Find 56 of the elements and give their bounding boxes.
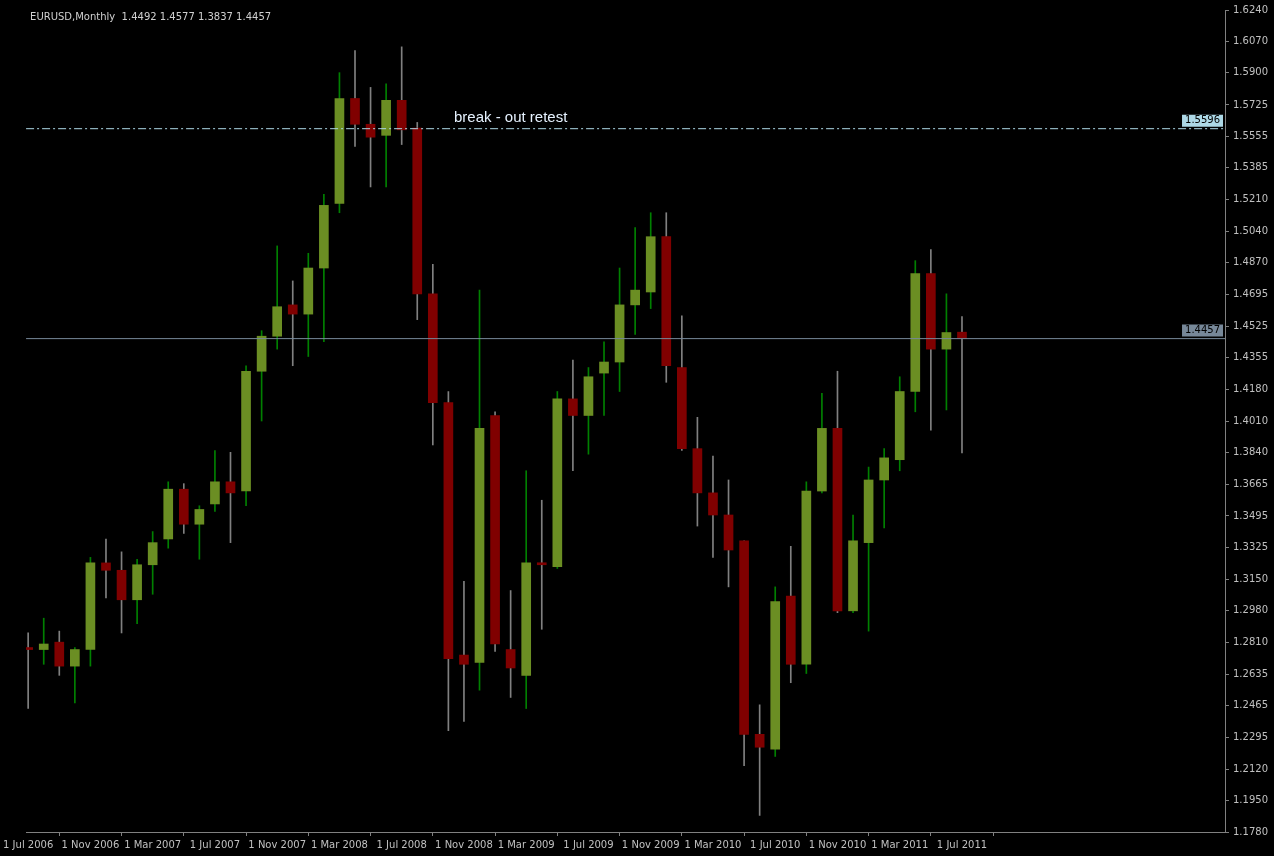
y-tick-label: 1.5725 xyxy=(1233,98,1269,110)
y-tick-label: 1.1780 xyxy=(1233,825,1269,837)
y-tick-label: 1.2980 xyxy=(1233,604,1269,616)
y-tick-label: 1.4525 xyxy=(1233,319,1269,331)
candlestick xyxy=(38,617,49,665)
y-tick-label: 1.2635 xyxy=(1233,668,1269,680)
y-tick-label: 1.5210 xyxy=(1233,193,1269,205)
annotation: break - out retest xyxy=(453,108,569,126)
y-tick-label: 1.6240 xyxy=(1233,3,1269,15)
chart-title: EURUSD,Monthly 1.4492 1.4577 1.3837 1.4457 xyxy=(30,10,272,22)
y-tick-label: 1.2810 xyxy=(1233,635,1269,647)
x-tick-label: 1 Jul 2011 xyxy=(936,838,988,850)
x-tick-label: 1 Nov 2008 xyxy=(435,838,493,850)
candlestick xyxy=(459,581,469,722)
x-tick-label: 1 Mar 2009 xyxy=(497,838,555,850)
y-tick-label: 1.1950 xyxy=(1233,794,1269,806)
candlestick xyxy=(568,359,578,472)
y-tick-label: 1.2465 xyxy=(1233,699,1269,711)
x-tick-label: 1 Jul 2010 xyxy=(750,838,801,850)
y-tick-label: 1.3840 xyxy=(1233,445,1269,457)
x-tick-label: 1 Nov 2009 xyxy=(621,838,680,850)
x-tick-label: 1 Jul 2007 xyxy=(189,838,241,850)
y-tick-label: 1.4355 xyxy=(1233,351,1269,363)
x-tick-label: 1 Mar 2011 xyxy=(871,838,929,850)
x-tick-label: 1 Nov 2007 xyxy=(248,838,307,850)
y-tick-label: 1.2120 xyxy=(1233,762,1269,774)
y-tick-label: 1.3665 xyxy=(1233,478,1269,490)
y-tick-label: 1.3150 xyxy=(1233,573,1269,585)
y-tick-label: 1.5385 xyxy=(1233,161,1269,173)
y-tick-label: 1.2295 xyxy=(1233,730,1269,742)
ref-line-label: 1.5596 xyxy=(1185,114,1221,126)
y-tick-label: 1.4010 xyxy=(1233,414,1269,426)
x-tick-label: 1 Jul 2006 xyxy=(3,838,54,850)
candlestick xyxy=(708,455,718,558)
x-tick-label: 1 Jul 2008 xyxy=(376,838,427,850)
ref-line-label: 1.4457 xyxy=(1185,324,1221,336)
candlestick xyxy=(101,538,111,599)
candlestick xyxy=(287,280,298,367)
y-tick-label: 1.5040 xyxy=(1233,224,1269,236)
y-tick-label: 1.4180 xyxy=(1233,383,1269,395)
candlestick xyxy=(599,341,609,416)
x-tick-label: 1 Jul 2009 xyxy=(563,838,614,850)
x-tick-label: 1 Mar 2010 xyxy=(684,838,742,850)
candlestick xyxy=(536,499,547,630)
y-tick-label: 1.4870 xyxy=(1233,256,1269,268)
y-tick-label: 1.5555 xyxy=(1233,129,1269,141)
y-tick-label: 1.6070 xyxy=(1233,34,1269,46)
y-tick-label: 1.4695 xyxy=(1233,288,1269,300)
candlestick xyxy=(630,227,640,335)
y-tick-label: 1.3325 xyxy=(1233,540,1269,552)
y-tick-label: 1.3495 xyxy=(1233,509,1269,521)
x-tick-label: 1 Mar 2008 xyxy=(310,838,368,850)
y-tick-label: 1.5900 xyxy=(1233,66,1269,78)
x-tick-label: 1 Nov 2010 xyxy=(808,838,867,850)
x-tick-label: 1 Mar 2007 xyxy=(124,838,182,850)
x-tick-label: 1 Nov 2006 xyxy=(61,838,120,850)
